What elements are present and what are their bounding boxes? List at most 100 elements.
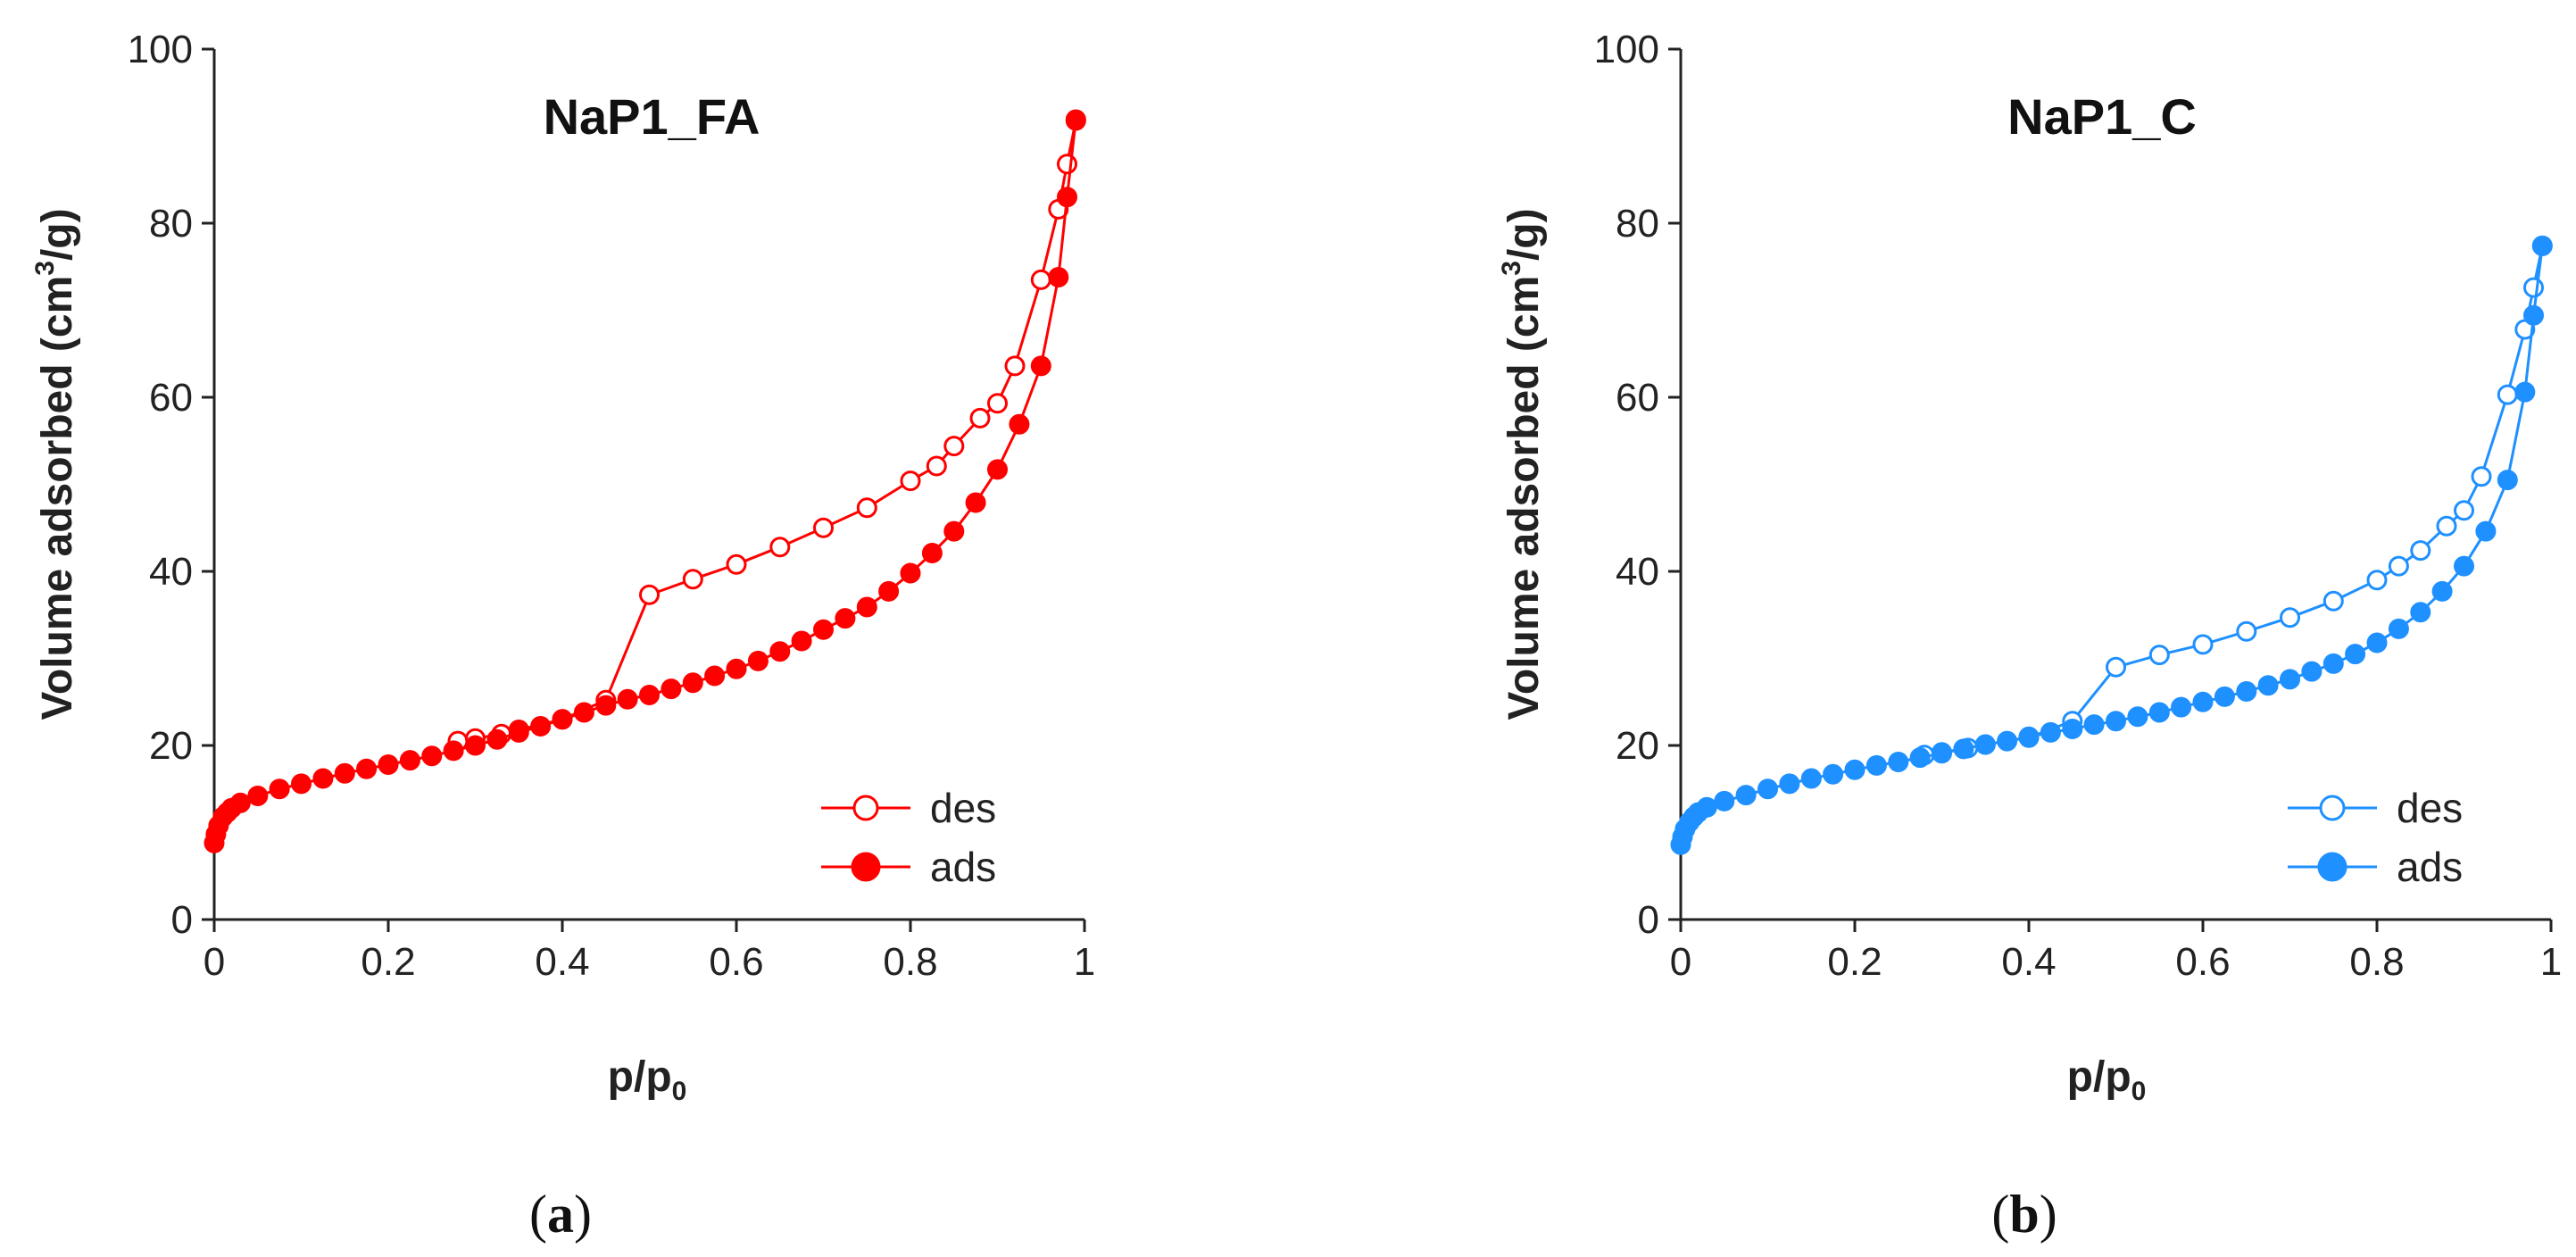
y-tick-label: 0 — [1638, 898, 1659, 942]
data-point-ads — [1779, 773, 1800, 795]
data-point-ads — [726, 658, 747, 679]
legend-marker-ads — [2317, 852, 2347, 882]
y-axis-label-b: Volume adsorbed (cm3/g) — [1497, 208, 1548, 720]
data-point-ads — [2475, 520, 2497, 542]
data-point-ads — [1974, 734, 1996, 755]
data-point-ads — [2106, 711, 2126, 732]
data-point-ads — [769, 641, 791, 662]
data-point-ads — [378, 754, 399, 775]
data-point-ads — [2236, 681, 2257, 702]
data-point-ads — [1030, 355, 1051, 377]
data-point-ads — [2323, 653, 2344, 674]
y-tick-label: 40 — [149, 550, 193, 594]
x-tick-label: 0 — [204, 940, 225, 984]
data-point-des — [987, 393, 1008, 414]
data-point-des — [2192, 634, 2214, 655]
chart-title-b: NaP1_C — [2007, 88, 2197, 145]
data-point-des — [726, 554, 747, 575]
data-point-ads — [2257, 675, 2279, 696]
series-line-des-b — [1924, 246, 2544, 757]
data-point-ads — [2148, 702, 2170, 723]
data-point-ads — [1065, 109, 1086, 130]
panel-label-a: (a) — [529, 1185, 592, 1244]
data-point-ads — [595, 695, 617, 716]
x-tick-label: 1 — [2540, 940, 2562, 984]
data-point-des — [2471, 466, 2492, 487]
data-point-ads — [229, 792, 251, 813]
data-point-ads — [1932, 743, 1952, 764]
x-tick-label: 0 — [1670, 940, 1691, 984]
data-point-ads — [965, 492, 986, 513]
data-point-des — [943, 436, 965, 457]
data-point-ads — [1909, 747, 1931, 769]
data-point-ads — [661, 678, 682, 700]
x-tick-label: 1 — [1074, 940, 1095, 984]
data-point-des — [2410, 540, 2431, 562]
data-point-des — [2323, 590, 2344, 612]
data-point-ads — [943, 520, 965, 542]
data-point-ads — [2040, 721, 2061, 743]
data-point-ads — [791, 630, 812, 652]
data-point-des — [856, 497, 877, 519]
data-point-ads — [1823, 763, 1844, 785]
data-point-ads — [465, 735, 486, 756]
data-point-ads — [2431, 580, 2453, 602]
data-point-ads — [1757, 778, 1778, 800]
data-point-ads — [2514, 381, 2536, 403]
plot-area-a: 0 20 40 60 80 100 0 0.2 0.4 0.6 0.8 1 des ads — [128, 28, 1096, 984]
data-point-ads — [617, 688, 638, 710]
data-point-des — [2366, 570, 2388, 591]
series-line-des-a — [457, 120, 1077, 743]
data-point-ads — [421, 745, 443, 767]
data-point-ads — [2018, 726, 2040, 747]
data-point-ads — [1048, 267, 1069, 287]
series-line-ads-a — [212, 119, 1077, 844]
data-point-ads — [2454, 555, 2474, 577]
legend-marker-ads — [851, 852, 881, 882]
x-tick-label: 0.2 — [361, 940, 415, 984]
data-point-des — [2148, 645, 2170, 666]
data-point-ads — [399, 750, 420, 771]
y-tick-label: 20 — [1616, 724, 1659, 768]
legend-label-ads: ads — [930, 844, 996, 890]
legend-marker-des — [2319, 795, 2346, 821]
legend-label-des: des — [2397, 785, 2463, 831]
y-tick-label: 20 — [149, 724, 193, 768]
data-point-ads — [2083, 714, 2105, 736]
data-point-ads — [2531, 235, 2553, 256]
data-point-ads — [443, 740, 464, 762]
legend-b: des ads — [2288, 785, 2463, 890]
data-point-ads — [2127, 706, 2148, 728]
data-point-ads — [530, 716, 552, 737]
data-point-des — [2280, 607, 2300, 628]
data-point-ads — [813, 619, 834, 640]
data-point-ads — [312, 768, 334, 789]
data-point-ads — [1953, 738, 1974, 760]
data-point-ads — [1714, 790, 1735, 812]
data-point-ads — [1997, 730, 2018, 752]
y-tick-label: 60 — [149, 376, 193, 420]
chart-panel-a: Volume adsorbed (cm3/g) NaP1_FA p/p0 (a) — [30, 88, 760, 1244]
data-point-ads — [247, 786, 269, 806]
data-point-ads — [508, 721, 529, 743]
data-point-des — [2454, 500, 2474, 521]
data-point-des — [2436, 515, 2457, 537]
data-point-des — [1030, 269, 1051, 290]
y-tick-label: 100 — [1594, 28, 1659, 71]
data-point-ads — [987, 459, 1008, 480]
data-point-ads — [856, 596, 877, 618]
data-point-ads — [1057, 187, 1077, 208]
data-point-ads — [1888, 752, 1909, 772]
data-point-des — [900, 470, 921, 492]
data-point-ads — [1009, 413, 1030, 435]
data-point-des — [813, 517, 834, 538]
data-point-ads — [2062, 719, 2083, 739]
chart-title-a: NaP1_FA — [544, 88, 760, 145]
data-point-ads — [2366, 632, 2388, 653]
data-point-ads — [2388, 618, 2409, 639]
data-point-ads — [2523, 304, 2544, 326]
data-point-ads — [1800, 768, 1822, 789]
data-point-ads — [2301, 661, 2323, 682]
x-tick-label: 0.4 — [535, 940, 589, 984]
